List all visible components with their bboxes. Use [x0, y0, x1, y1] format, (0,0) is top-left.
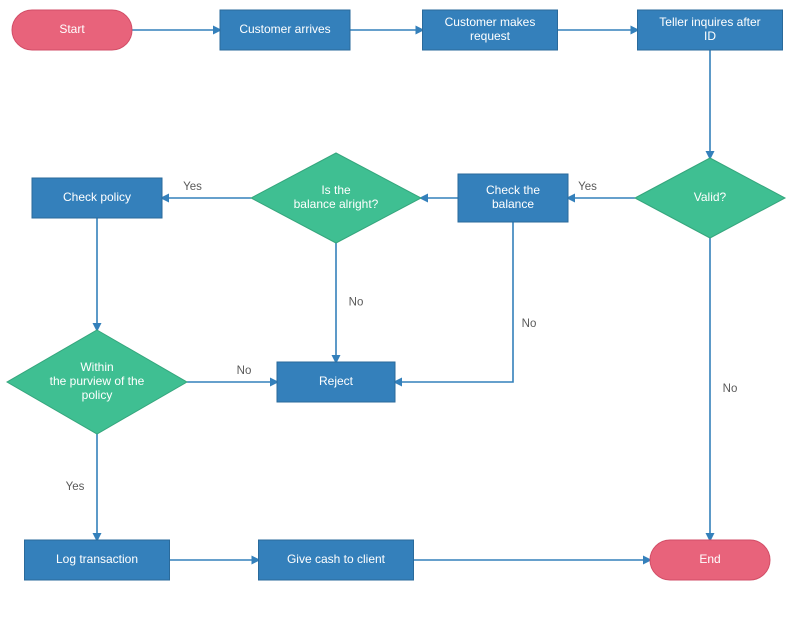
node-label-withinpolicy: policy	[82, 388, 113, 402]
node-label-checkbalance: Check the	[486, 183, 540, 197]
node-label-arrives: Customer arrives	[239, 22, 330, 36]
node-request: Customer makesrequest	[423, 10, 558, 50]
node-reject: Reject	[277, 362, 395, 402]
node-label-balanceok: Is the	[321, 183, 351, 197]
edge-label-withinpolicy-logtrans: Yes	[66, 481, 85, 493]
edge-label-valid-end: No	[723, 383, 738, 395]
node-checkpolicy: Check policy	[32, 178, 162, 218]
node-label-logtrans: Log transaction	[56, 552, 138, 566]
node-label-reject: Reject	[319, 374, 354, 388]
edge-label-balanceok-reject: No	[349, 297, 364, 309]
node-label-valid: Valid?	[694, 190, 727, 204]
node-label-checkbalance: balance	[492, 197, 534, 211]
node-logtrans: Log transaction	[25, 540, 170, 580]
node-end: End	[650, 540, 770, 580]
node-teller: Teller inquires afterID	[638, 10, 783, 50]
node-label-withinpolicy: Within	[80, 360, 113, 374]
node-label-checkpolicy: Check policy	[63, 190, 131, 204]
node-withinpolicy: Withinthe purview of thepolicy	[7, 330, 187, 434]
node-givecash: Give cash to client	[259, 540, 414, 580]
node-label-withinpolicy: the purview of the	[50, 374, 145, 388]
node-checkbalance: Check thebalance	[458, 174, 568, 222]
node-label-request: Customer makes	[445, 15, 536, 29]
node-label-givecash: Give cash to client	[287, 552, 386, 566]
edge-label-balanceok-checkpolicy: Yes	[183, 181, 202, 193]
node-arrives: Customer arrives	[220, 10, 350, 50]
node-label-teller: ID	[704, 29, 716, 43]
edge-label-valid-checkbalance: Yes	[578, 181, 597, 193]
node-valid: Valid?	[635, 158, 785, 238]
flowchart-canvas: Start Customer arrives Customer makesreque…	[0, 0, 792, 627]
node-label-start: Start	[59, 22, 85, 36]
node-label-end: End	[699, 552, 720, 566]
node-label-balanceok: balance alright?	[294, 197, 379, 211]
edge-label-withinpolicy-reject: No	[237, 365, 252, 377]
edge-label-checkbalance-reject: No	[522, 318, 537, 330]
node-balanceok: Is thebalance alright?	[251, 153, 421, 243]
edge-checkbalance-reject	[395, 222, 513, 382]
node-start: Start	[12, 10, 132, 50]
node-label-teller: Teller inquires after	[659, 15, 760, 29]
node-label-request: request	[470, 29, 511, 43]
